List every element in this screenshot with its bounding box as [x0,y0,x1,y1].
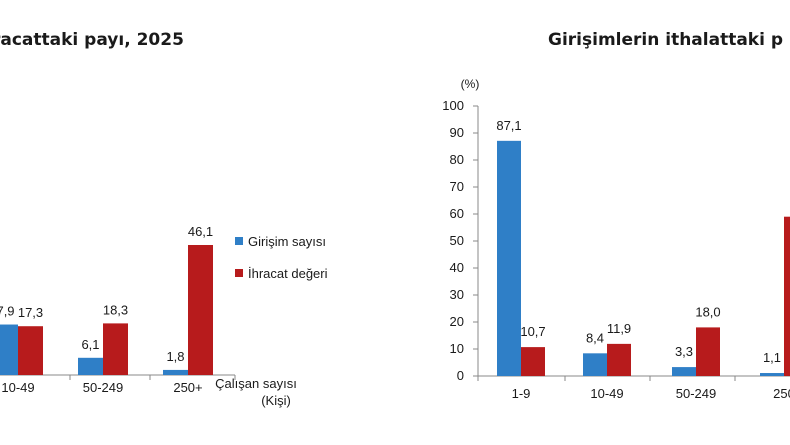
x-tick-label: 10-49 [590,386,623,401]
data-label: 3,3 [675,344,693,359]
legend-label: Girişim sayısı [248,234,326,249]
bar [784,216,790,376]
data-label: 46,1 [188,224,213,239]
data-label: 11,9 [607,321,631,336]
bar [78,357,103,375]
data-label: 1,8 [166,349,184,364]
data-label: 1,1 [763,350,781,365]
y-tick-label: 30 [450,287,464,302]
bar [163,369,188,375]
legend-swatch [235,237,243,245]
bar [0,324,18,375]
y-tick-label: 60 [450,206,464,221]
data-label: 7,9 [0,304,15,319]
x-tick-label: 250+ [173,380,202,395]
y-tick-label: 0 [457,368,464,383]
y-tick-label: 20 [450,314,464,329]
bar [760,373,784,376]
y-tick-label: 70 [450,179,464,194]
bar [188,244,213,375]
x-tick-label: 250 [773,386,790,401]
bar [696,327,720,376]
y-axis-unit: (%) [461,77,480,91]
data-label: 8,4 [586,330,604,345]
y-tick-label: 100 [442,98,464,113]
left-chart-title: racattaki payı, 2025 [0,30,184,50]
data-label: 10,7 [520,324,545,339]
bar [672,367,696,376]
x-axis-label: (Kişi) [261,393,291,408]
data-label: 18,0 [695,304,720,319]
x-axis-label: Çalışan sayısı [215,376,297,391]
x-tick-label: 50-249 [83,380,123,395]
bar [103,323,128,375]
data-label: 17,3 [18,305,43,320]
legend-label: İhracat değeri [248,266,328,281]
bar [521,347,545,376]
bar [583,353,607,376]
y-tick-label: 90 [450,125,464,140]
y-tick-label: 80 [450,152,464,167]
data-label: 87,1 [496,118,521,133]
y-tick-label: 40 [450,260,464,275]
bar [18,326,43,375]
y-tick-label: 50 [450,233,464,248]
data-label: 6,1 [81,337,99,352]
bar [497,140,521,376]
bar [607,343,631,376]
right-chart-title: Girişimlerin ithalattaki p [548,30,784,50]
y-tick-label: 10 [450,341,464,356]
x-tick-label: 1-9 [512,386,531,401]
x-tick-label: 50-249 [676,386,716,401]
legend-swatch [235,269,243,277]
data-label: 18,3 [103,302,128,317]
x-tick-label: 10-49 [1,380,34,395]
